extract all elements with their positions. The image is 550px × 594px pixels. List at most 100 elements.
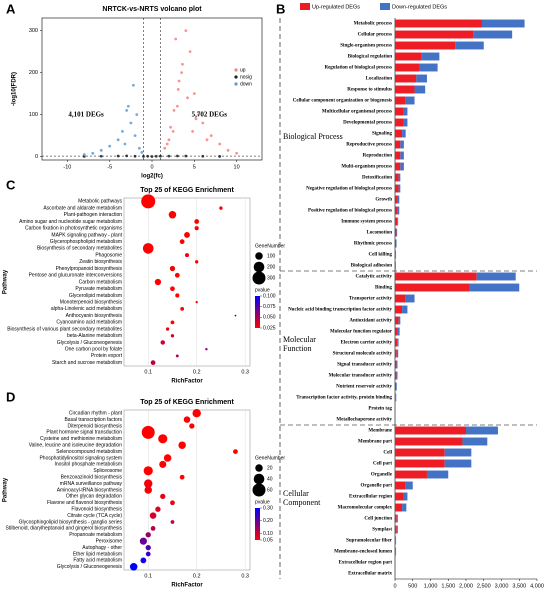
bubble bbox=[158, 434, 168, 444]
color-tick-label: 0.30 bbox=[263, 505, 273, 511]
category-label: Carbon fixation in photosynthetic organi… bbox=[25, 226, 122, 232]
color-tick-label: 0.075 bbox=[263, 304, 276, 310]
bar-segment bbox=[405, 294, 415, 303]
bubble bbox=[140, 557, 147, 564]
bar-segment bbox=[400, 162, 404, 171]
bar-segment bbox=[466, 426, 498, 435]
bar-segment bbox=[395, 437, 463, 446]
y-tick-label: 200 bbox=[29, 70, 38, 76]
category-label: Molecular transducer activity bbox=[329, 374, 393, 379]
bar-segment bbox=[402, 129, 406, 138]
annotation: 5,702 DEGs bbox=[192, 111, 228, 119]
x-tick-label: 4,000 bbox=[530, 583, 544, 589]
bar-segment bbox=[395, 151, 401, 160]
category-label: Nutrient reservoir activity bbox=[336, 385, 392, 390]
bubble bbox=[180, 307, 185, 311]
point bbox=[184, 29, 188, 33]
bar-segment bbox=[395, 283, 470, 292]
category-label: Flavone and flavonol biosynthesis bbox=[47, 500, 123, 506]
category-label: Catalytic activity bbox=[355, 275, 392, 280]
category-label: Autophagy - other bbox=[82, 545, 122, 551]
category-label: Pentose and glucuronate interconversions bbox=[29, 273, 123, 279]
point bbox=[175, 104, 179, 108]
category-label: Valine, leucine and isoleucine degradati… bbox=[29, 443, 123, 449]
category-label: Localization bbox=[366, 77, 393, 82]
bar-segment bbox=[395, 195, 398, 204]
y-tick-label: 100 bbox=[29, 112, 38, 118]
category-label: MAPK signaling pathway - plant bbox=[51, 232, 122, 238]
category-label: Extracellular region bbox=[349, 495, 392, 500]
bar-segment bbox=[481, 19, 525, 28]
bubble bbox=[145, 551, 151, 557]
bubble bbox=[141, 194, 156, 209]
y-axis-label: Pathway bbox=[3, 477, 9, 502]
bubble bbox=[194, 219, 200, 224]
bar-segment bbox=[396, 228, 398, 237]
category-label: Monoterpenoid biosynthesis bbox=[60, 299, 123, 305]
bar-segment bbox=[395, 239, 397, 248]
category-label: Multicellular organismal process bbox=[322, 110, 392, 115]
category-label: Binding bbox=[375, 286, 392, 291]
bubble bbox=[144, 479, 153, 488]
category-label: Extracellular region part bbox=[339, 561, 393, 566]
point bbox=[163, 146, 167, 150]
bar-segment bbox=[396, 525, 398, 534]
point bbox=[150, 155, 154, 158]
color-tick-label: 0.10 bbox=[263, 531, 273, 537]
bar-segment bbox=[395, 503, 403, 512]
size-legend-label: 20 bbox=[267, 465, 273, 471]
point bbox=[172, 109, 176, 112]
bubble bbox=[142, 243, 154, 254]
bar-segment bbox=[469, 283, 520, 292]
bar-segment bbox=[395, 129, 403, 138]
bar-segment bbox=[395, 228, 397, 237]
bubble bbox=[170, 286, 175, 292]
bar-segment bbox=[476, 272, 516, 281]
category-label: Metabolic process bbox=[354, 22, 392, 27]
group-label: Molecular Function bbox=[283, 336, 316, 353]
bubble bbox=[170, 334, 175, 338]
legend-label: down bbox=[240, 81, 252, 87]
bubble bbox=[195, 260, 199, 264]
plot-frame bbox=[41, 17, 263, 161]
bubble bbox=[159, 460, 167, 468]
bubble bbox=[194, 226, 199, 231]
bubble bbox=[175, 293, 180, 298]
category-label: Fatty acid metabolism bbox=[73, 558, 122, 564]
bar-segment bbox=[395, 85, 415, 94]
bar-segment bbox=[395, 30, 474, 39]
bar-segment bbox=[395, 261, 396, 270]
legend-label: Up-regulated DEGs bbox=[312, 4, 360, 10]
category-label: Growth bbox=[375, 198, 392, 203]
category-label: mRNA surveillance pathway bbox=[60, 481, 123, 487]
bubble bbox=[189, 423, 195, 429]
bubble bbox=[141, 425, 155, 439]
point bbox=[192, 92, 196, 96]
point bbox=[129, 121, 133, 125]
color-bar bbox=[255, 508, 260, 540]
category-label: Membrane part bbox=[358, 440, 392, 445]
category-label: Starch and sucrose metabolism bbox=[52, 360, 122, 366]
size-legend-title: GeneNumber bbox=[255, 455, 285, 461]
bar-segment bbox=[426, 470, 449, 479]
point bbox=[137, 146, 141, 150]
point bbox=[197, 113, 200, 117]
bar-segment bbox=[395, 41, 456, 50]
category-label: Glycerophospholipid metabolism bbox=[50, 239, 122, 245]
legend-marker bbox=[234, 75, 238, 79]
category-label: Biological adhesion bbox=[351, 264, 392, 269]
point bbox=[135, 113, 139, 117]
point bbox=[194, 117, 198, 121]
bar-segment bbox=[395, 52, 422, 61]
point bbox=[191, 130, 195, 133]
panel-label: D bbox=[6, 389, 15, 404]
x-tick-label: 500 bbox=[408, 583, 417, 589]
x-tick-label: 0 bbox=[393, 583, 396, 589]
bar-segment bbox=[396, 349, 399, 358]
bar-segment bbox=[395, 393, 397, 402]
category-label: Phagosome bbox=[95, 252, 122, 258]
bar-segment bbox=[395, 140, 401, 149]
point bbox=[82, 153, 86, 156]
point bbox=[126, 104, 130, 108]
category-label: Electron carrier activity bbox=[341, 341, 393, 346]
